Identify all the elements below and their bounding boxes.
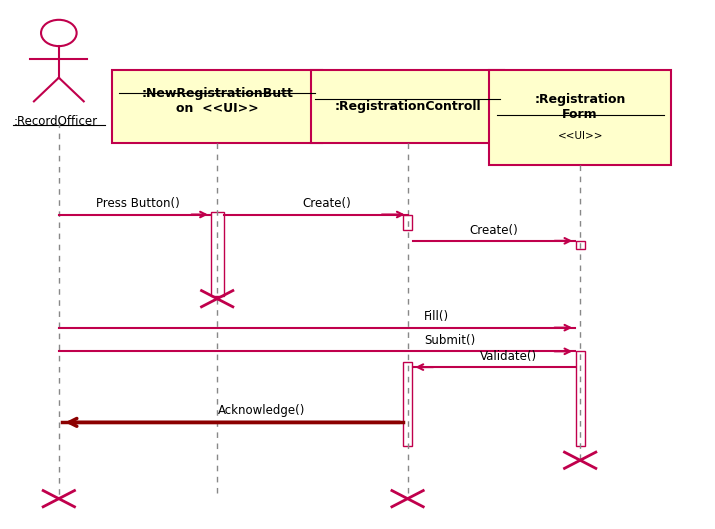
Text: Acknowledge(): Acknowledge() xyxy=(218,404,305,417)
Text: Press Button(): Press Button() xyxy=(96,197,180,211)
Bar xyxy=(576,351,585,446)
Text: :NewRegistrationButt
on  <<UI>>: :NewRegistrationButt on <<UI>> xyxy=(142,87,293,115)
FancyBboxPatch shape xyxy=(312,70,503,143)
Bar xyxy=(576,241,585,249)
Text: Fill(): Fill() xyxy=(423,311,448,323)
FancyBboxPatch shape xyxy=(112,70,322,143)
Text: Create(): Create() xyxy=(302,197,351,211)
Bar xyxy=(403,214,413,230)
Text: :Registration
Form: :Registration Form xyxy=(535,93,626,121)
Text: :RegistrationControll: :RegistrationControll xyxy=(334,100,481,113)
Bar xyxy=(403,362,413,446)
Text: <<UI>>: <<UI>> xyxy=(558,131,603,141)
Text: Validate(): Validate() xyxy=(480,350,537,363)
Text: Submit(): Submit() xyxy=(425,334,476,347)
Text: Create(): Create() xyxy=(470,224,518,236)
FancyBboxPatch shape xyxy=(490,70,671,165)
Text: :RecordOfficer: :RecordOfficer xyxy=(13,114,97,127)
Bar xyxy=(211,212,224,296)
